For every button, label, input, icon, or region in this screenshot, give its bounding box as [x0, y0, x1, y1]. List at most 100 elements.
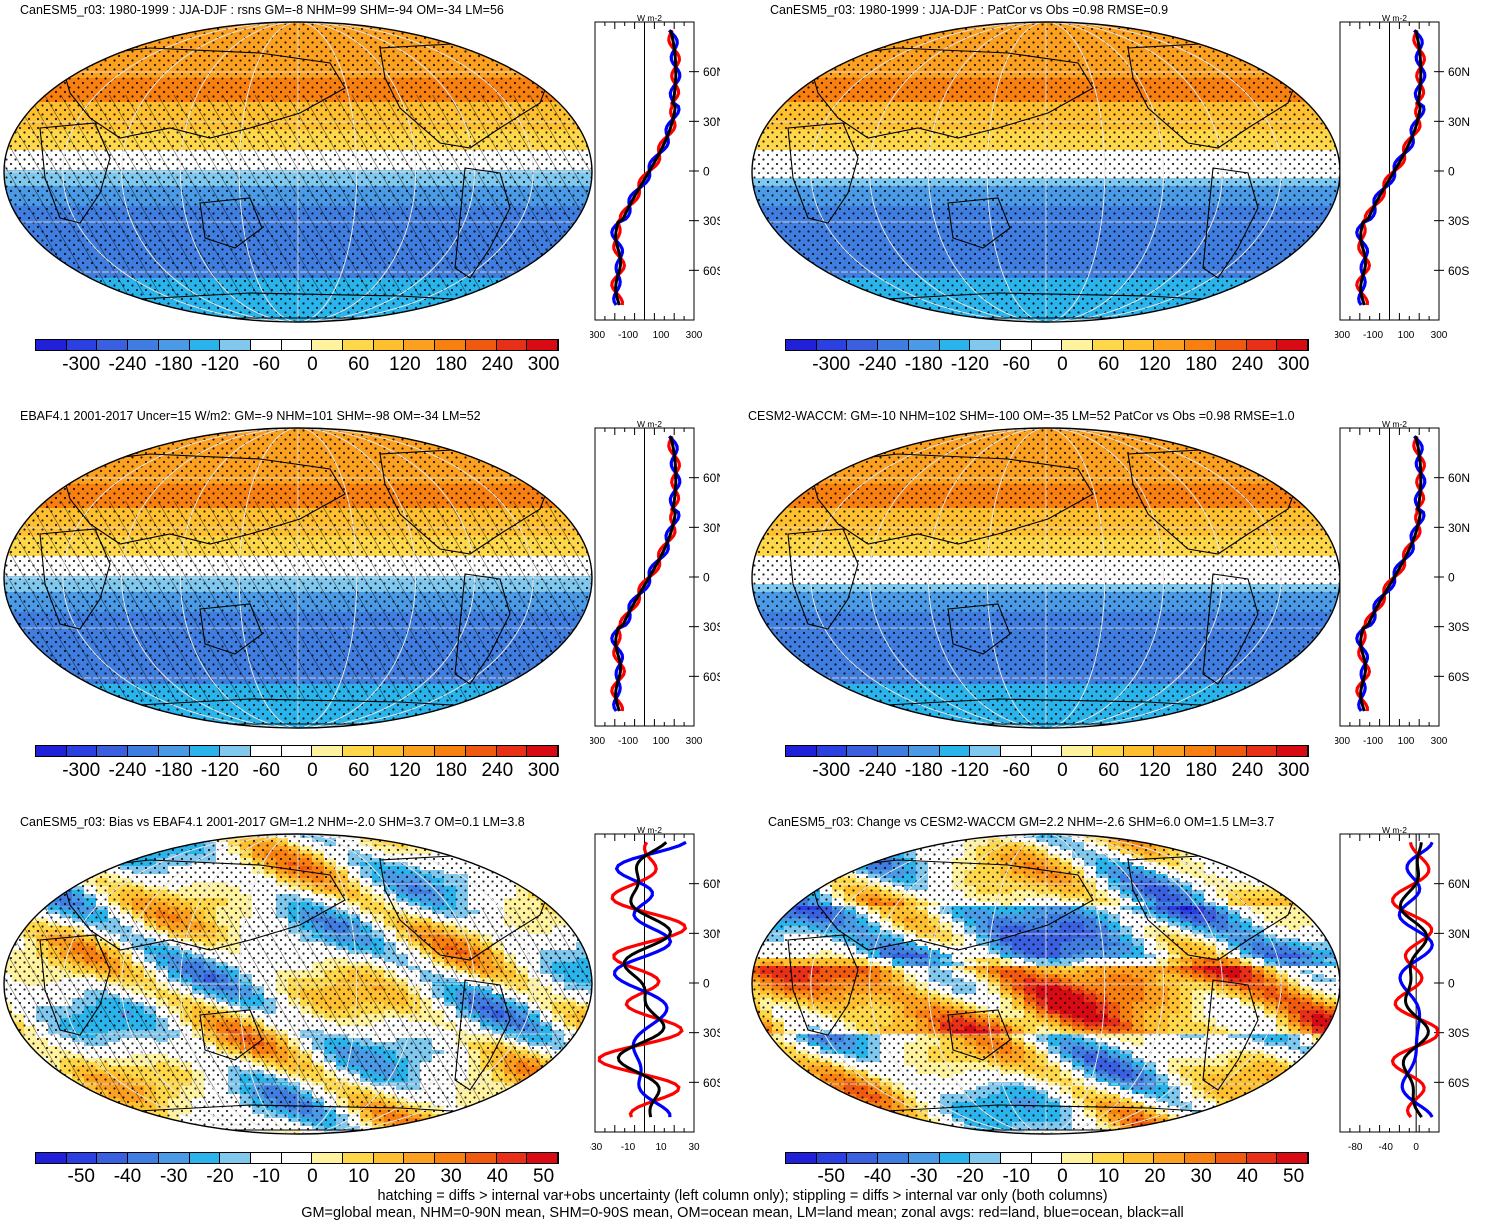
colorbar-tick-label: 180 [435, 354, 467, 375]
colorbar-tick-label: 20 [1144, 1166, 1166, 1187]
colorbar-tick-label: 50 [533, 1166, 555, 1187]
zonal-lat-label: 60N [1448, 877, 1470, 891]
colorbar-swatch [847, 746, 879, 756]
colorbar-swatch [1093, 746, 1124, 756]
map-field [4, 834, 592, 1134]
colorbar-swatch [816, 340, 848, 350]
zonal-lat-label: 60N [703, 471, 720, 485]
zonal-lat-label: 30N [1448, 521, 1470, 535]
zonal-x-tick-label: 100 [653, 330, 670, 341]
zonal-lat-label: 60N [703, 65, 720, 79]
colorbar-tick-label: -300 [812, 354, 851, 375]
colorbar-tick-label: -40 [863, 1166, 892, 1187]
colorbar-tick-label: 10 [1098, 1166, 1120, 1187]
zonal-lat-label: 30S [703, 1026, 720, 1040]
colorbar-swatch [250, 1153, 282, 1163]
colorbar-tick-label: 180 [435, 760, 467, 781]
colorbar-swatch [970, 340, 1001, 350]
colorbar-tick-label: -180 [904, 354, 943, 375]
panel-title: CanESM5_r03: 1980-1999 : JJA-DJF : PatCo… [770, 3, 1169, 17]
colorbar-tick-label: -30 [909, 1166, 938, 1187]
colorbar-swatch [847, 1153, 879, 1163]
map-panel [3, 427, 593, 729]
colorbar-swatch [343, 1153, 374, 1163]
colorbar-swatch [1246, 340, 1278, 350]
zonal-x-tick-label: -100 [1363, 736, 1383, 747]
colorbar-swatch [465, 340, 497, 350]
zonal-mean-plot: W m-2 -80 -40 0 60N 30N 0 30S 60S [1339, 825, 1470, 1153]
zonal-lat-label: 30N [703, 521, 720, 535]
colorbar-swatch [1185, 340, 1216, 350]
zonal-x-tick-label: -100 [618, 330, 638, 341]
zonal-units-label: W m-2 [637, 825, 662, 835]
zonal-x-tick-label: 100 [1398, 330, 1415, 341]
zonal-x-tick-label: -300 [590, 736, 605, 747]
colorbar-swatch [158, 746, 190, 756]
colorbar-tick-label: 60 [348, 354, 370, 375]
colorbar-tick-label: 0 [307, 760, 318, 781]
footer-line-2: GM=global mean, NHM=0-90N mean, SHM=0-90… [301, 1205, 1184, 1221]
zonal-units-label: W m-2 [1382, 419, 1407, 429]
zonal-lat-label: 0 [703, 977, 710, 991]
colorbar-swatch [1093, 340, 1124, 350]
map-field [4, 22, 592, 322]
zonal-x-tick-label: -300 [590, 330, 605, 341]
zonal-lat-label: 30S [1448, 1026, 1469, 1040]
colorbar-swatch [816, 746, 848, 756]
colorbar-swatch [36, 1153, 67, 1163]
colorbar-swatch [1062, 746, 1094, 756]
colorbar-swatch [1000, 1153, 1032, 1163]
colorbar-swatch [970, 1153, 1001, 1163]
colorbar-swatch [786, 340, 817, 350]
colorbar-tick-label: 30 [440, 1166, 462, 1187]
map-field [752, 22, 1340, 322]
colorbar-swatch [435, 340, 466, 350]
colorbar-swatch [312, 1153, 344, 1163]
colorbar-tick-label: 50 [1283, 1166, 1305, 1187]
zonal-x-tick-label: 300 [1431, 736, 1448, 747]
colorbar-tick-label: 240 [481, 354, 514, 375]
colorbar-swatch [1215, 746, 1247, 756]
zonal-series-line [1398, 842, 1430, 1118]
colorbar-tick-label: 300 [527, 760, 560, 781]
zonal-mean-plot: W m-2 -300 -100 100 300 60N 30N 0 30S 60S [590, 13, 720, 341]
colorbar-swatch [312, 746, 344, 756]
zonal-lat-label: 0 [1448, 571, 1455, 585]
zonal-series-line [614, 435, 678, 712]
colorbar-labels: -300 -240 -180 -120 -60 0 60 120 180 240 300 [785, 760, 1309, 784]
colorbar-swatch [1031, 746, 1063, 756]
colorbar [35, 1152, 559, 1164]
colorbar-swatch [496, 746, 528, 756]
colorbar-tick-label: 20 [394, 1166, 416, 1187]
zonal-lat-label: 30N [1448, 115, 1470, 129]
colorbar-swatch [465, 746, 497, 756]
map-panel [3, 833, 593, 1135]
colorbar-swatch [66, 746, 98, 756]
map-panel [751, 21, 1341, 323]
zonal-x-tick-label: 100 [653, 736, 670, 747]
colorbar-labels: -50 -40 -30 -20 -10 0 10 20 30 40 50 [785, 1166, 1309, 1190]
zonal-lat-label: 0 [703, 165, 710, 179]
zonal-lat-label: 30S [703, 620, 720, 634]
colorbar-swatch [527, 1153, 558, 1163]
colorbar-tick-label: -300 [62, 760, 101, 781]
colorbar-swatch [36, 746, 67, 756]
colorbar [35, 339, 559, 351]
colorbar-tick-label: -120 [200, 760, 239, 781]
map-field [752, 428, 1340, 728]
colorbar-tick-label: -50 [817, 1166, 845, 1187]
colorbar-tick-label: -120 [950, 354, 989, 375]
colorbar-swatch [128, 1153, 159, 1163]
colorbar-swatch [1154, 1153, 1186, 1163]
colorbar-swatch [404, 340, 436, 350]
zonal-lat-label: 30N [1448, 927, 1470, 941]
panel-title: CanESM5_r03: Bias vs EBAF4.1 2001-2017 G… [20, 815, 525, 829]
zonal-units-label: W m-2 [637, 13, 662, 23]
colorbar-swatch [970, 746, 1001, 756]
colorbar-swatch [373, 746, 405, 756]
colorbar-swatch [281, 1153, 313, 1163]
map-border [3, 21, 593, 323]
colorbar-swatch [1277, 1153, 1308, 1163]
zonal-series-line [1397, 841, 1434, 1118]
colorbar-tick-label: 40 [486, 1166, 508, 1187]
